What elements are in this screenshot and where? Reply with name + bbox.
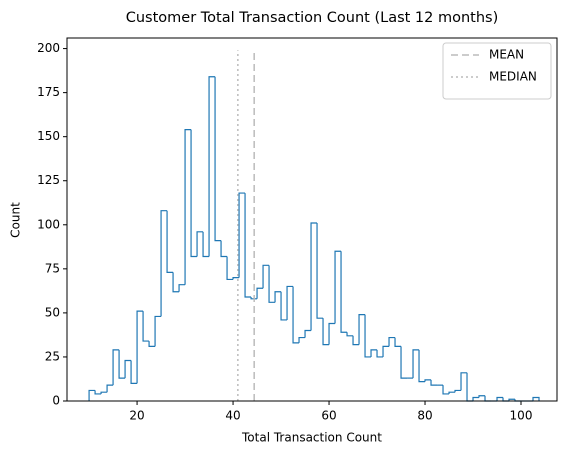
y-tick-label: 75 bbox=[45, 261, 60, 275]
histogram-bin bbox=[442, 385, 450, 395]
histogram-bin bbox=[304, 329, 312, 338]
histogram-bin bbox=[106, 384, 114, 393]
y-tick-label: 100 bbox=[37, 217, 60, 231]
histogram-bin bbox=[160, 210, 168, 317]
histogram-bin bbox=[244, 193, 252, 298]
y-tick-label: 200 bbox=[37, 41, 60, 55]
histogram-bin bbox=[196, 231, 204, 257]
histogram-bin bbox=[148, 341, 156, 347]
histogram-bin bbox=[154, 315, 162, 347]
histogram-bin bbox=[430, 379, 438, 386]
histogram-bin bbox=[346, 332, 354, 337]
histogram-bin bbox=[424, 379, 432, 382]
histogram-bin bbox=[232, 277, 240, 280]
histogram-bin bbox=[178, 284, 186, 292]
histogram-bin bbox=[316, 223, 324, 319]
histogram-bin bbox=[262, 264, 270, 289]
histogram-bin bbox=[130, 360, 138, 384]
histogram-bin bbox=[532, 396, 540, 401]
histogram-bin bbox=[256, 287, 264, 299]
legend-box bbox=[442, 42, 552, 100]
histogram-bin bbox=[208, 76, 216, 257]
histogram-bin bbox=[94, 390, 102, 395]
histogram-bin bbox=[466, 372, 474, 402]
histogram-bin bbox=[448, 391, 456, 394]
histogram-bin bbox=[358, 314, 366, 345]
histogram-bin bbox=[292, 286, 300, 344]
histogram-bin bbox=[508, 398, 516, 401]
x-tick-label: 80 bbox=[417, 409, 432, 423]
histogram-bin bbox=[502, 397, 510, 402]
histogram-bin bbox=[184, 129, 192, 285]
histogram-bin bbox=[472, 396, 480, 401]
plot-frame bbox=[66, 37, 558, 402]
histogram-bin bbox=[220, 240, 228, 258]
histogram-bin bbox=[298, 336, 306, 343]
histogram-bin bbox=[460, 372, 468, 391]
histogram-bin bbox=[484, 395, 492, 402]
histogram-bin bbox=[454, 389, 462, 393]
x-tick-label: 60 bbox=[321, 409, 336, 423]
y-tick-label: 150 bbox=[37, 129, 60, 143]
histogram-bin bbox=[286, 285, 294, 320]
histogram-bin bbox=[394, 337, 402, 347]
histogram-bin bbox=[388, 336, 396, 347]
histogram-bin bbox=[142, 311, 150, 342]
histogram-bin bbox=[238, 192, 246, 278]
histogram-bin bbox=[322, 318, 330, 346]
histogram-bin bbox=[418, 349, 426, 383]
histogram-bin bbox=[112, 349, 120, 386]
histogram-bin bbox=[136, 310, 144, 384]
histogram-bin bbox=[202, 231, 210, 258]
histogram-bin bbox=[250, 297, 258, 300]
x-tick-label: 40 bbox=[225, 409, 240, 423]
histogram-bin bbox=[166, 210, 174, 273]
legend-label: MEDIAN bbox=[489, 70, 537, 84]
histogram-bin bbox=[412, 349, 420, 379]
y-tick-label: 175 bbox=[37, 85, 60, 99]
x-axis-label: Total Transaction Count bbox=[241, 431, 382, 445]
legend-label: MEAN bbox=[489, 48, 524, 62]
histogram-bin bbox=[172, 272, 180, 293]
histogram-bin bbox=[364, 314, 372, 358]
histogram-bin bbox=[334, 250, 342, 324]
chart-title: Customer Total Transaction Count (Last 1… bbox=[126, 10, 499, 26]
histogram-bin bbox=[124, 359, 132, 379]
histogram-bin bbox=[496, 396, 504, 401]
histogram-bin bbox=[400, 346, 408, 379]
histogram-bin bbox=[214, 76, 222, 242]
histogram-bin bbox=[328, 322, 336, 345]
histogram-bin bbox=[268, 265, 276, 303]
histogram-bin bbox=[376, 349, 384, 358]
x-tick-label: 100 bbox=[510, 409, 533, 423]
histogram-bin bbox=[352, 335, 360, 346]
histogram-bin bbox=[478, 395, 486, 398]
y-tick-label: 25 bbox=[45, 349, 60, 363]
histogram-bin bbox=[382, 345, 390, 357]
y-tick-label: 125 bbox=[37, 173, 60, 187]
histogram-bin bbox=[340, 251, 348, 333]
x-tick-label: 20 bbox=[129, 409, 144, 423]
histogram-bin bbox=[370, 349, 378, 357]
y-axis-label: Count bbox=[9, 202, 23, 238]
histogram-bin bbox=[280, 291, 288, 321]
histogram-bin bbox=[274, 291, 282, 303]
histogram-bin bbox=[226, 256, 234, 281]
histogram-bin bbox=[310, 222, 318, 331]
histogram-bin bbox=[118, 349, 126, 379]
histogram-bin bbox=[88, 389, 96, 401]
histogram-bin bbox=[190, 129, 198, 258]
y-tick-label: 0 bbox=[52, 394, 60, 408]
histogram-bin bbox=[100, 391, 108, 394]
y-tick-label: 50 bbox=[45, 305, 60, 319]
